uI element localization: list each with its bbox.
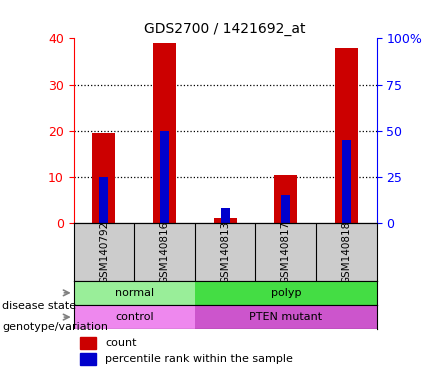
Bar [213, 218, 237, 223]
Text: control: control [115, 312, 154, 322]
Bar [74, 281, 195, 305]
Text: GSM140792: GSM140792 [99, 220, 109, 283]
Bar [160, 131, 169, 223]
Text: count: count [106, 338, 137, 348]
Bar [274, 175, 297, 223]
Text: GSM140817: GSM140817 [281, 220, 291, 283]
Bar [220, 208, 229, 223]
Title: GDS2700 / 1421692_at: GDS2700 / 1421692_at [145, 22, 306, 36]
Text: PTEN mutant: PTEN mutant [249, 312, 322, 322]
Text: polyp: polyp [271, 288, 301, 298]
Bar [80, 353, 96, 365]
Text: GSM140818: GSM140818 [341, 220, 352, 283]
Bar [74, 305, 195, 329]
Bar [100, 177, 108, 223]
Text: genotype/variation: genotype/variation [2, 322, 108, 332]
Bar [80, 337, 96, 349]
Text: normal: normal [115, 288, 154, 298]
Bar [92, 133, 116, 223]
Text: disease state: disease state [2, 301, 76, 311]
Text: GSM140813: GSM140813 [220, 220, 230, 283]
Bar [153, 43, 176, 223]
Bar [281, 195, 290, 223]
Text: GSM140816: GSM140816 [159, 220, 170, 283]
Bar [195, 281, 377, 305]
Bar [335, 48, 358, 223]
Bar [342, 140, 351, 223]
Bar [195, 305, 377, 329]
Text: percentile rank within the sample: percentile rank within the sample [106, 354, 293, 364]
